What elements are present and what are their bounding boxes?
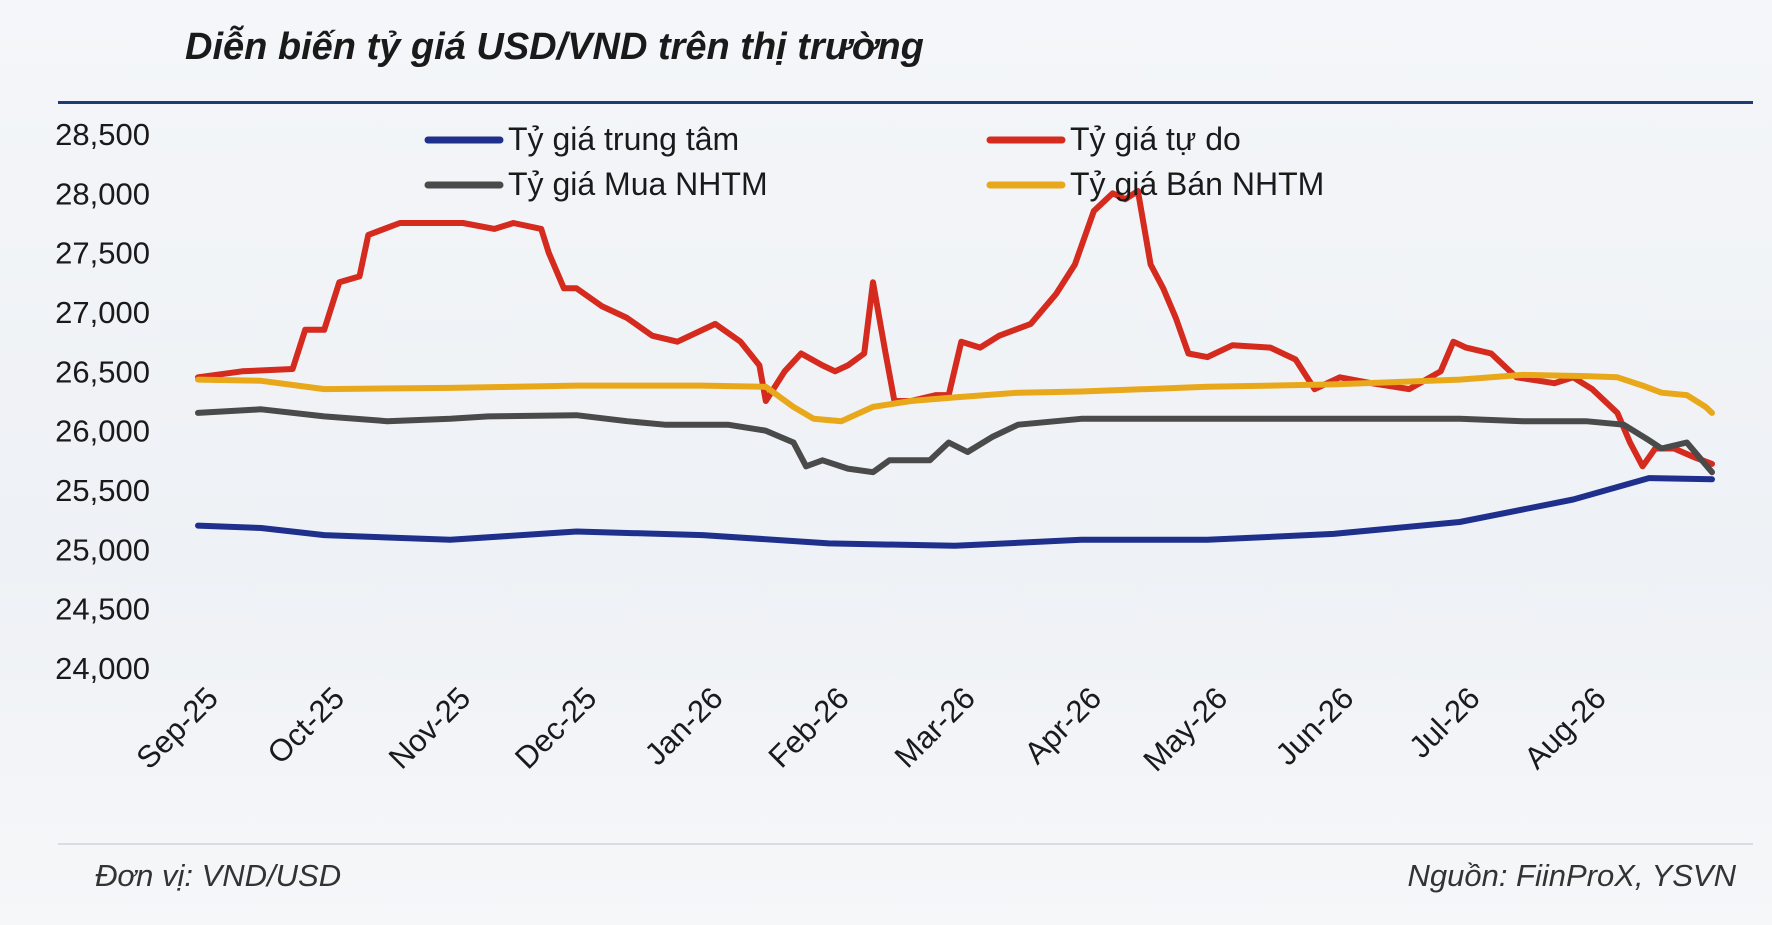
x-tick-label: Feb-26 <box>762 680 856 774</box>
x-tick-label: Jul-26 <box>1402 680 1486 764</box>
unit-note: Đơn vị: VND/USD <box>95 858 342 893</box>
legend-label: Tỷ giá trung tâm <box>508 121 739 157</box>
legend-item: Tỷ giá trung tâm <box>424 121 739 157</box>
series-line-1 <box>195 475 1715 549</box>
y-tick-label: 24,000 <box>55 651 150 686</box>
source-note: Nguồn: FiinProX, YSVN <box>1407 858 1736 893</box>
x-tick-label: Dec-25 <box>508 680 603 775</box>
y-tick-label: 25,500 <box>55 473 150 508</box>
x-tick-label: May-26 <box>1136 680 1234 778</box>
legend-label: Tỷ giá Mua NHTM <box>508 166 768 202</box>
legend-label: Tỷ giá Bán NHTM <box>1070 166 1324 202</box>
footer-divider <box>58 843 1753 845</box>
y-tick-label: 24,500 <box>55 592 150 627</box>
y-tick-label: 27,500 <box>55 236 150 271</box>
x-axis: Sep-25 Oct-25 Nov-25 Dec-25 Jan-26 Feb-26 Mar-… <box>130 680 1613 778</box>
y-tick-label: 25,000 <box>55 532 150 567</box>
y-tick-label: 28,500 <box>55 117 150 152</box>
series-line-3 <box>195 406 1715 476</box>
x-tick-label: Mar-26 <box>888 680 982 774</box>
x-tick-label: Sep-25 <box>130 680 225 775</box>
x-tick-label: Apr-26 <box>1018 680 1109 771</box>
x-tick-label: Jun-26 <box>1269 680 1361 772</box>
y-tick-label: 26,000 <box>55 414 150 449</box>
title-divider <box>58 101 1753 104</box>
x-tick-label: Jan-26 <box>638 680 730 772</box>
series-line-2 <box>195 188 1715 470</box>
legend-item: Tỷ giá Mua NHTM <box>424 166 768 202</box>
legend: Tỷ giá trung tâm Tỷ giá tự do Tỷ giá Mua N… <box>424 121 1324 202</box>
y-tick-label: 26,500 <box>55 354 150 389</box>
x-tick-label: Nov-25 <box>382 680 477 775</box>
y-tick-label: 27,000 <box>55 295 150 330</box>
y-tick-label: 28,000 <box>55 176 150 211</box>
chart-title: Diễn biến tỷ giá USD/VND trên thị trường <box>185 26 924 68</box>
y-axis: 24,000 24,500 25,000 25,500 26,000 26,500 27,0… <box>55 117 150 686</box>
series-line-4 <box>195 371 1715 425</box>
series-layer <box>195 188 1715 549</box>
legend-item: Tỷ giá tự do <box>986 121 1241 157</box>
x-tick-label: Aug-26 <box>1517 680 1612 775</box>
legend-label: Tỷ giá tự do <box>1070 121 1241 157</box>
x-tick-label: Oct-25 <box>261 680 352 771</box>
legend-item: Tỷ giá Bán NHTM <box>986 166 1324 202</box>
